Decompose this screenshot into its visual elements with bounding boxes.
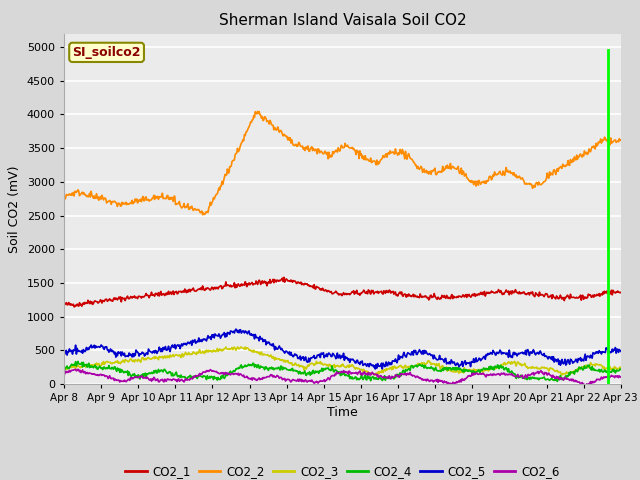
- CO2_2: [70, 193, 78, 199]
- CO2_6: [74, 366, 82, 372]
- CO2_4: [214, 374, 222, 380]
- CO2_1: [214, 286, 222, 292]
- CO2_5: [127, 352, 135, 358]
- CO2_6: [214, 370, 222, 376]
- Y-axis label: Soil CO2 (mV): Soil CO2 (mV): [8, 165, 21, 252]
- CO2_2: [254, 108, 262, 114]
- CO2_4: [554, 379, 561, 384]
- CO2_6: [60, 372, 68, 377]
- CO2_6: [582, 383, 590, 388]
- CO2_6: [70, 367, 78, 372]
- Line: CO2_5: CO2_5: [64, 329, 621, 369]
- Line: CO2_2: CO2_2: [64, 111, 621, 215]
- CO2_4: [617, 367, 625, 372]
- CO2_2: [412, 163, 419, 168]
- CO2_4: [428, 364, 435, 370]
- Line: CO2_6: CO2_6: [64, 369, 621, 385]
- Line: CO2_4: CO2_4: [64, 361, 621, 382]
- CO2_5: [371, 366, 379, 372]
- CO2_5: [412, 348, 419, 353]
- CO2_3: [428, 360, 436, 366]
- CO2_5: [214, 333, 221, 338]
- CO2_5: [60, 351, 68, 357]
- CO2_4: [70, 361, 78, 367]
- CO2_4: [60, 369, 68, 374]
- CO2_1: [412, 294, 419, 300]
- CO2_1: [280, 275, 288, 280]
- CO2_3: [371, 372, 378, 378]
- Line: CO2_1: CO2_1: [64, 277, 621, 307]
- CO2_2: [617, 137, 625, 143]
- CO2_1: [428, 295, 436, 300]
- CO2_2: [127, 201, 135, 206]
- CO2_1: [71, 304, 79, 310]
- CO2_1: [128, 295, 136, 301]
- CO2_5: [232, 326, 240, 332]
- X-axis label: Time: Time: [327, 406, 358, 419]
- CO2_5: [70, 348, 78, 354]
- CO2_3: [184, 351, 192, 357]
- CO2_2: [428, 168, 436, 174]
- CO2_3: [214, 346, 221, 351]
- CO2_3: [234, 344, 241, 350]
- CO2_2: [199, 212, 207, 217]
- CO2_1: [617, 289, 625, 295]
- Legend: CO2_1, CO2_2, CO2_3, CO2_4, CO2_5, CO2_6: CO2_1, CO2_2, CO2_3, CO2_4, CO2_5, CO2_6: [120, 460, 564, 480]
- CO2_1: [60, 301, 68, 307]
- CO2_6: [185, 377, 193, 383]
- CO2_1: [185, 287, 193, 293]
- CO2_2: [60, 193, 68, 199]
- CO2_5: [184, 339, 192, 345]
- CO2_2: [184, 201, 192, 206]
- Line: CO2_3: CO2_3: [64, 347, 621, 375]
- CO2_3: [617, 365, 625, 371]
- CO2_4: [411, 363, 419, 369]
- CO2_2: [214, 188, 222, 194]
- CO2_1: [70, 304, 78, 310]
- CO2_4: [74, 359, 82, 364]
- Title: Sherman Island Vaisala Soil CO2: Sherman Island Vaisala Soil CO2: [219, 13, 466, 28]
- CO2_6: [617, 374, 625, 380]
- CO2_6: [411, 373, 419, 379]
- CO2_5: [428, 352, 436, 358]
- CO2_3: [127, 356, 135, 362]
- CO2_4: [185, 374, 193, 380]
- CO2_4: [128, 372, 136, 378]
- CO2_6: [128, 375, 136, 381]
- CO2_3: [70, 362, 78, 368]
- CO2_5: [617, 348, 625, 354]
- CO2_3: [412, 363, 419, 369]
- Text: SI_soilco2: SI_soilco2: [72, 46, 141, 59]
- CO2_6: [428, 378, 435, 384]
- CO2_3: [60, 365, 68, 371]
